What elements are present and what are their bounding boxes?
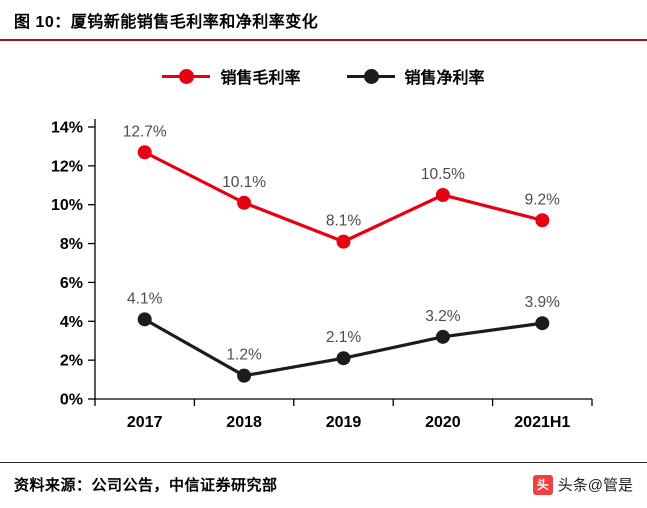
data-point <box>336 351 351 366</box>
y-tick-label: 6% <box>60 275 83 292</box>
chart-legend: 销售毛利率 销售净利率 <box>0 65 647 87</box>
x-tick-label: 2021H1 <box>514 414 570 431</box>
y-tick-label: 4% <box>60 314 83 331</box>
x-tick-label: 2019 <box>326 414 362 431</box>
data-label: 3.9% <box>525 294 561 311</box>
x-tick-label: 2018 <box>226 414 262 431</box>
chart-area: 0% 2% 4% 6% 8% 10% 12% 14% 2017 2018 2019 2020 2021H… <box>0 97 647 449</box>
data-point <box>435 188 450 202</box>
legend-marker-gross-margin-icon <box>162 68 211 84</box>
x-tick-label: 2020 <box>425 414 461 431</box>
y-tick-label: 2% <box>60 353 83 370</box>
data-point <box>336 234 351 249</box>
data-point <box>137 145 152 160</box>
legend-marker-net-margin-icon <box>346 68 395 84</box>
watermark-text: 头条@管是 <box>557 477 633 494</box>
data-label: 8.1% <box>326 213 362 230</box>
data-label: 2.1% <box>326 329 362 346</box>
y-tick-label: 0% <box>60 392 83 409</box>
figure-footer: 资料来源：公司公告，中信证券研究部 头 头条@管是 <box>0 462 647 508</box>
toutiao-logo-icon: 头 <box>532 474 553 495</box>
legend-label-net-margin: 销售净利率 <box>404 70 485 87</box>
data-label: 12.7% <box>123 123 167 140</box>
figure-title: 图 10：厦钨新能销售毛利率和净利率变化 <box>14 14 319 31</box>
series-line-1 <box>143 317 543 378</box>
x-tick-label: 2017 <box>127 414 163 431</box>
y-tick-label: 14% <box>51 120 83 137</box>
line-chart: 0% 2% 4% 6% 8% 10% 12% 14% 2017 2018 2019 2020 2021H… <box>51 119 593 431</box>
y-tick-label: 12% <box>51 158 83 175</box>
figure-header: 图 10：厦钨新能销售毛利率和净利率变化 <box>0 0 647 41</box>
data-point <box>137 312 152 327</box>
data-point <box>435 329 450 344</box>
data-label: 1.2% <box>226 347 262 364</box>
data-label: 10.5% <box>421 166 465 183</box>
data-point <box>237 368 252 383</box>
legend-item-gross-margin: 销售毛利率 <box>162 64 301 88</box>
legend-label-gross-margin: 销售毛利率 <box>220 70 301 87</box>
data-label: 4.1% <box>127 290 163 307</box>
legend-item-net-margin: 销售净利率 <box>346 64 485 88</box>
data-label: 3.2% <box>425 308 461 325</box>
source-note: 资料来源：公司公告，中信证券研究部 <box>14 477 278 494</box>
data-label: 9.2% <box>525 191 561 208</box>
data-point <box>535 316 550 331</box>
data-label: 10.1% <box>222 174 266 191</box>
watermark: 头 头条@管是 <box>532 474 633 495</box>
data-point <box>535 213 550 228</box>
data-point <box>237 195 252 210</box>
y-tick-label: 8% <box>60 236 83 253</box>
y-tick-label: 10% <box>51 197 83 214</box>
